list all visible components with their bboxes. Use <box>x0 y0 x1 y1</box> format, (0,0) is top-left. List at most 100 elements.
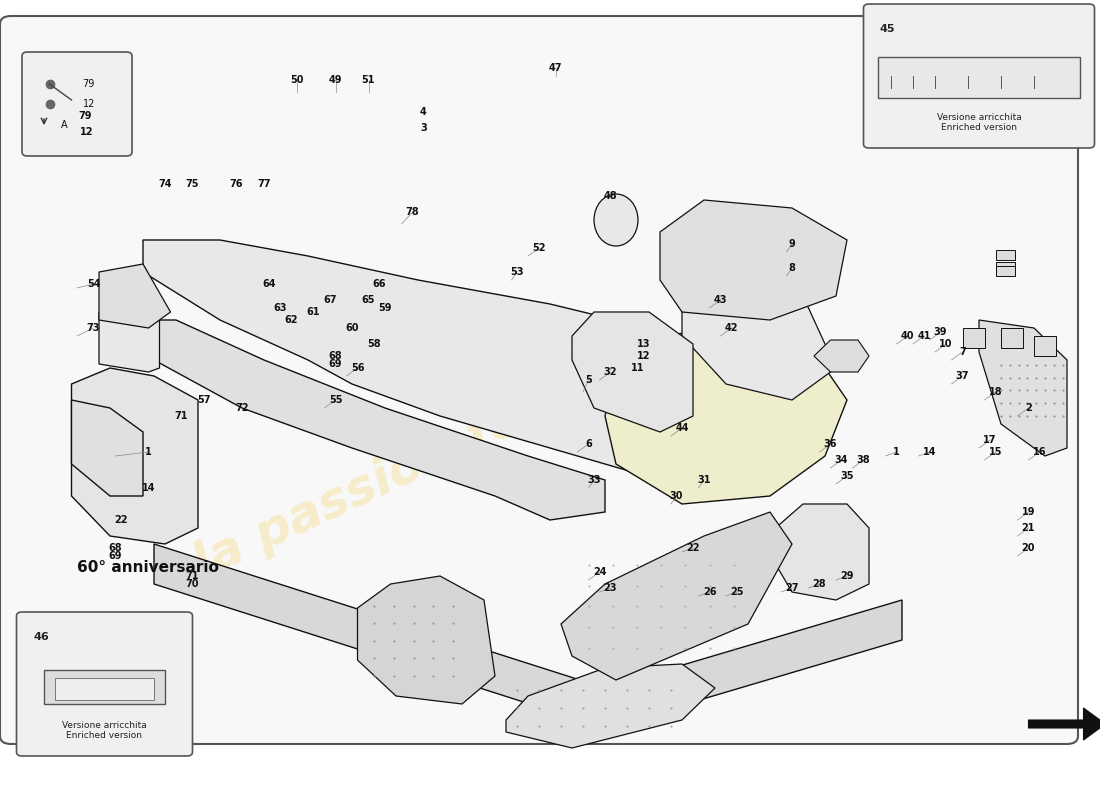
Text: Versione arricchita
Enriched version: Versione arricchita Enriched version <box>936 113 1022 132</box>
Text: 11: 11 <box>631 363 645 373</box>
Polygon shape <box>99 264 170 328</box>
FancyBboxPatch shape <box>864 4 1094 148</box>
Text: 62: 62 <box>285 315 298 325</box>
Text: 57: 57 <box>197 395 210 405</box>
Text: 36: 36 <box>824 439 837 449</box>
Text: 67: 67 <box>323 295 337 305</box>
Text: 17: 17 <box>983 435 997 445</box>
FancyBboxPatch shape <box>878 57 1080 98</box>
Text: 44: 44 <box>675 423 689 433</box>
Text: 71: 71 <box>175 411 188 421</box>
Text: 71: 71 <box>186 571 199 581</box>
Text: 40: 40 <box>901 331 914 341</box>
Text: 32: 32 <box>604 367 617 377</box>
Text: 76: 76 <box>230 179 243 189</box>
Polygon shape <box>814 340 869 372</box>
Text: 7: 7 <box>959 347 966 357</box>
Text: 37: 37 <box>956 371 969 381</box>
Text: 8: 8 <box>789 263 795 273</box>
Polygon shape <box>1028 708 1100 740</box>
Polygon shape <box>776 504 869 600</box>
Text: 60: 60 <box>345 323 359 333</box>
Polygon shape <box>506 664 715 748</box>
Text: 47: 47 <box>549 63 562 73</box>
Text: 60° anniversario: 60° anniversario <box>77 561 219 575</box>
Text: 56: 56 <box>351 363 364 373</box>
Text: 64: 64 <box>263 279 276 289</box>
Text: 70: 70 <box>186 579 199 589</box>
Text: 50: 50 <box>290 75 304 85</box>
Text: 23: 23 <box>604 583 617 593</box>
Text: 75: 75 <box>186 179 199 189</box>
Text: 29: 29 <box>840 571 854 581</box>
Bar <box>1001 328 1023 348</box>
Text: 25: 25 <box>730 587 744 597</box>
Text: 4: 4 <box>420 107 427 117</box>
Text: 73: 73 <box>87 323 100 333</box>
Text: 41: 41 <box>917 331 931 341</box>
Text: 3: 3 <box>420 123 427 133</box>
Bar <box>55 678 154 700</box>
Text: Versione arricchita
Enriched version: Versione arricchita Enriched version <box>62 721 147 740</box>
Polygon shape <box>605 328 847 504</box>
Text: 51: 51 <box>362 75 375 85</box>
Text: 16: 16 <box>1033 447 1046 457</box>
Text: la passion for life: la passion for life <box>186 338 650 590</box>
Text: 49: 49 <box>329 75 342 85</box>
Polygon shape <box>72 400 143 496</box>
Text: 31: 31 <box>697 475 711 485</box>
Text: 74: 74 <box>158 179 172 189</box>
Text: A: A <box>60 120 67 130</box>
Polygon shape <box>660 200 847 320</box>
Text: 46: 46 <box>33 632 48 642</box>
Text: 61: 61 <box>307 307 320 317</box>
Text: 22: 22 <box>114 515 128 525</box>
Ellipse shape <box>594 194 638 246</box>
Text: 58: 58 <box>367 339 381 349</box>
Text: 22: 22 <box>686 543 700 553</box>
Text: 59: 59 <box>378 303 392 313</box>
Text: 2: 2 <box>1025 403 1032 413</box>
Polygon shape <box>72 368 198 544</box>
Text: 24: 24 <box>593 567 606 577</box>
Text: 48: 48 <box>604 191 617 201</box>
Text: 77: 77 <box>257 179 271 189</box>
Polygon shape <box>154 320 605 520</box>
Text: 69: 69 <box>109 551 122 561</box>
Text: 1: 1 <box>893 447 900 457</box>
Text: 38: 38 <box>857 455 870 465</box>
Text: 12: 12 <box>637 351 650 361</box>
FancyBboxPatch shape <box>16 612 192 756</box>
Bar <box>996 250 1015 260</box>
Text: 5: 5 <box>585 375 592 385</box>
Text: 30: 30 <box>670 491 683 501</box>
Text: 34: 34 <box>835 455 848 465</box>
Text: 39: 39 <box>934 327 947 337</box>
Text: 66: 66 <box>373 279 386 289</box>
Text: 12: 12 <box>82 99 95 109</box>
Text: 79: 79 <box>82 79 95 89</box>
Text: 21: 21 <box>1022 523 1035 533</box>
Text: 18: 18 <box>989 387 1002 397</box>
Polygon shape <box>358 576 495 704</box>
Text: 55: 55 <box>329 395 342 405</box>
Text: 42: 42 <box>725 323 738 333</box>
Text: 26: 26 <box>703 587 716 597</box>
Text: 14: 14 <box>923 447 936 457</box>
Text: 52: 52 <box>532 243 546 253</box>
Text: 13: 13 <box>637 339 650 349</box>
Text: 12: 12 <box>80 127 94 137</box>
Text: 69: 69 <box>329 359 342 369</box>
FancyBboxPatch shape <box>22 52 132 156</box>
Text: 19: 19 <box>1022 507 1035 517</box>
Text: 79: 79 <box>78 111 91 121</box>
Text: 72: 72 <box>235 403 249 413</box>
Text: 53: 53 <box>510 267 524 277</box>
Polygon shape <box>572 312 693 432</box>
Bar <box>1034 336 1056 356</box>
Text: 54: 54 <box>87 279 100 289</box>
Bar <box>996 266 1015 276</box>
Text: 63: 63 <box>274 303 287 313</box>
Text: 68: 68 <box>109 543 122 553</box>
Bar <box>996 262 1015 272</box>
